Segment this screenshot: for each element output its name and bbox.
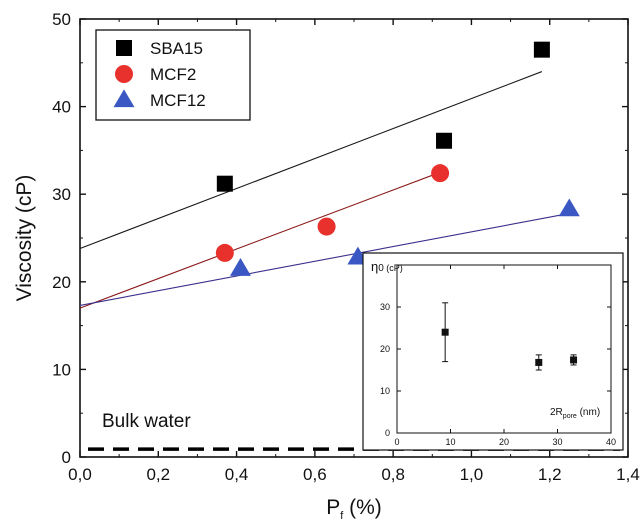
- legend-sba15-marker: [116, 40, 132, 56]
- legend-mcf2-label: MCF2: [150, 65, 196, 84]
- y-tick-label: 10: [52, 360, 71, 379]
- inset-y-tick-label: 10: [380, 386, 390, 396]
- inset-x-tick-label: 30: [552, 437, 562, 447]
- mcf12-data-point: [558, 198, 580, 217]
- inset-x-tick-label: 10: [445, 437, 455, 447]
- sba15-fit-line: [79, 71, 543, 250]
- sba15-data-point: [216, 175, 233, 192]
- sba15-data-point: [436, 132, 453, 149]
- x-tick-label: 1,4: [616, 465, 640, 484]
- legend-mcf12-marker: [113, 89, 135, 108]
- mcf12-data-point: [229, 258, 251, 276]
- inset-y-axis-label: η0 (cP): [371, 259, 403, 274]
- y-axis-label: Viscosity (cP): [13, 175, 36, 302]
- inset-x-tick-label: 0: [394, 437, 399, 447]
- inset-chart: 0 10 20 30 40 0 10 20 30 η0 (cP) 2Rpore (nm): [362, 252, 624, 451]
- mcf12-fit-line: [79, 212, 570, 306]
- mcf2-fit-line: [79, 171, 441, 309]
- inset-panel: [362, 252, 624, 451]
- y-tick-label: 50: [52, 10, 71, 29]
- inset-y-tick-label: 20: [380, 344, 390, 354]
- legend-mcf2-marker: [115, 65, 133, 83]
- mcf2-data-point: [215, 243, 234, 262]
- mcf2-data-point: [317, 217, 336, 236]
- sba15-data-point: [533, 41, 550, 58]
- y-tick-label: 0: [62, 448, 71, 467]
- x-tick-label: 0,0: [68, 465, 92, 484]
- inset-y-tick-label: 0: [385, 428, 390, 438]
- legend-sba15-label: SBA15: [150, 39, 203, 58]
- inset-x-tick-label: 20: [499, 437, 509, 447]
- legend-mcf12-label: MCF12: [150, 91, 206, 110]
- inset-data-point: [535, 358, 543, 366]
- inset-x-tick-label: 40: [606, 437, 616, 447]
- bulk-water-label: Bulk water: [102, 411, 191, 432]
- x-tick-label: 1,2: [538, 465, 562, 484]
- x-tick-label: 1,0: [460, 465, 484, 484]
- x-tick-label: 0,8: [381, 465, 405, 484]
- x-axis-label: Pf (%): [326, 496, 382, 522]
- x-tick-label: 0,2: [146, 465, 170, 484]
- x-tick-label: 0,4: [225, 465, 249, 484]
- inset-data-point: [441, 328, 449, 336]
- inset-y-tick-label: 30: [380, 302, 390, 312]
- inset-data-point: [570, 356, 578, 364]
- y-tick-label: 40: [52, 98, 71, 117]
- inset-x-axis-label: 2Rpore (nm): [550, 407, 600, 420]
- y-tick-label: 20: [52, 273, 71, 292]
- y-tick-label: 30: [52, 185, 71, 204]
- mcf2-data-point: [431, 164, 450, 183]
- x-tick-label: 0,6: [303, 465, 327, 484]
- legend: SBA15 MCF2 MCF12: [95, 29, 251, 121]
